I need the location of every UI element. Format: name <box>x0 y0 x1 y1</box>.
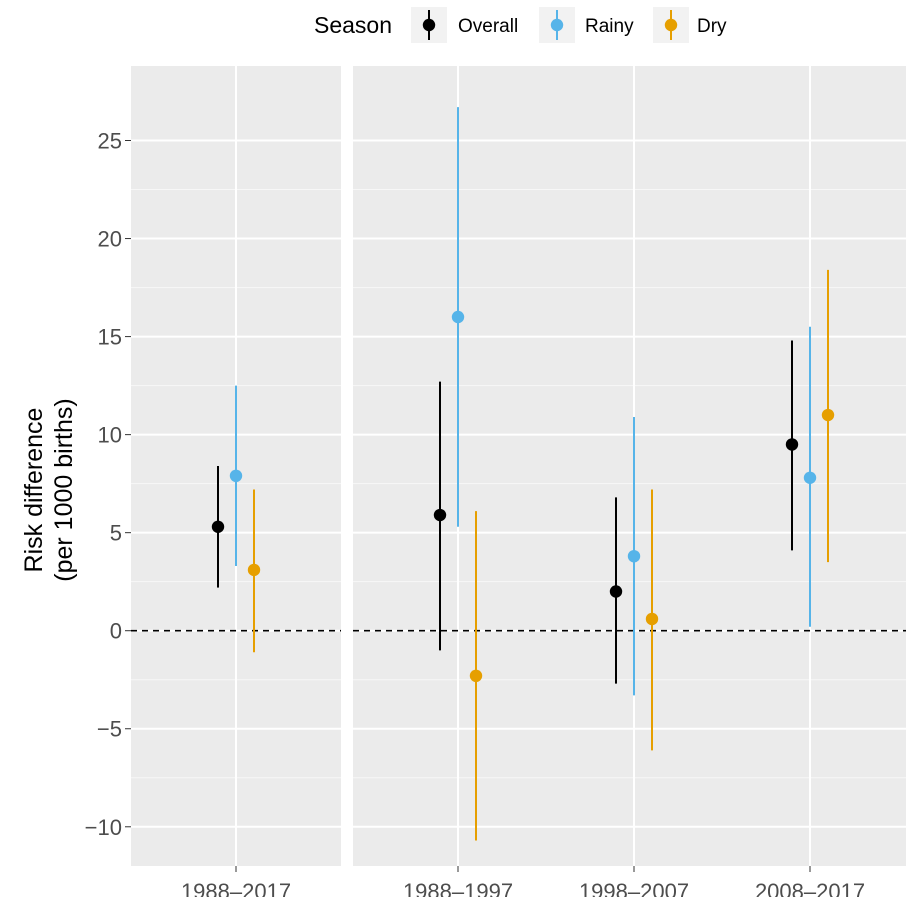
y-tick-label: 5 <box>110 521 122 546</box>
point-rainy <box>229 469 243 483</box>
legend-title: Season <box>314 12 392 38</box>
x-tick-label: 1988–2017 <box>181 879 291 897</box>
point-dry <box>645 612 659 626</box>
legend-key-point <box>664 18 678 32</box>
legend-entry-dry: Dry <box>653 7 727 43</box>
legend-label-rainy: Rainy <box>585 16 634 37</box>
x-tick-label: 1998–2007 <box>579 879 689 897</box>
x-tick-label: 2008–2017 <box>755 879 865 897</box>
y-axis-title: Risk difference (per 1000 births) <box>20 398 78 581</box>
point-rainy <box>451 310 465 324</box>
panel-2: 1988–1997 1998–2007 2008–2017 <box>353 66 906 897</box>
y-tick-label: 15 <box>98 325 122 350</box>
point-dry <box>821 408 835 422</box>
point-rainy <box>627 549 641 563</box>
point-overall <box>211 520 225 533</box>
legend-label-dry: Dry <box>697 16 727 37</box>
legend-entry-overall: Overall <box>411 7 518 43</box>
legend-entry-rainy: Rainy <box>539 7 634 43</box>
y-axis-title-line-1: Risk difference <box>20 408 48 573</box>
legend-key-point <box>550 18 564 32</box>
legend-label-overall: Overall <box>458 16 518 37</box>
x-tick-label: 1988–1997 <box>403 879 513 897</box>
legend: Season Overall Rainy Dry <box>314 7 727 43</box>
y-axis-title-line-2: (per 1000 births) <box>50 398 78 581</box>
y-tick-label: 10 <box>98 423 122 448</box>
point-dry <box>469 669 483 683</box>
y-tick-label: −10 <box>85 815 122 840</box>
legend-key-point <box>422 18 436 32</box>
point-dry <box>247 563 261 577</box>
y-tick-label: 0 <box>110 619 122 644</box>
point-rainy <box>803 471 817 484</box>
panel-background <box>353 66 906 866</box>
y-tick-label: −5 <box>97 717 122 742</box>
y-tick-label: 25 <box>98 129 122 154</box>
point-overall <box>785 438 799 451</box>
point-overall <box>609 585 623 598</box>
point-overall <box>433 508 447 522</box>
y-tick-label: 20 <box>98 227 122 252</box>
panel-1: 1988–2017 <box>131 66 341 897</box>
